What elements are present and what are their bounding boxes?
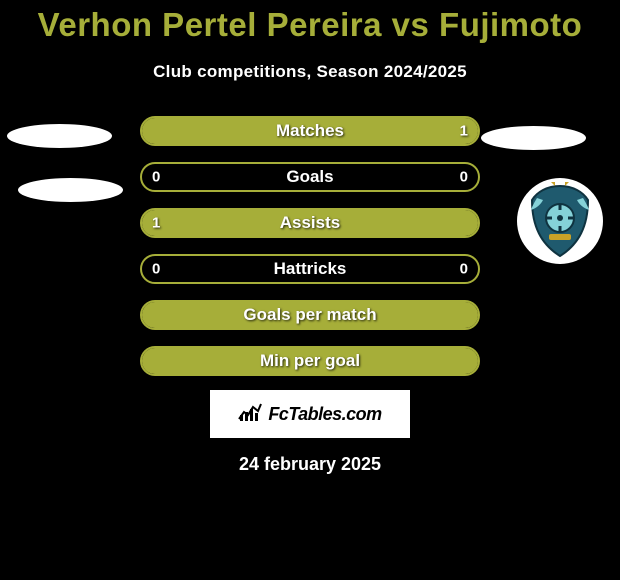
stat-value-left: 1 [152, 215, 160, 232]
subtitle: Club competitions, Season 2024/2025 [153, 62, 467, 82]
fctables-logo: FcTables.com [210, 390, 410, 438]
stat-row: Goals per match [140, 300, 480, 330]
player2-club-crest [517, 178, 603, 264]
stat-value-left: 0 [152, 261, 160, 278]
stat-label: Hattricks [274, 259, 347, 279]
page-title: Verhon Pertel Pereira vs Fujimoto [38, 6, 583, 44]
stat-label: Min per goal [260, 351, 360, 371]
player2-photo-placeholder [481, 126, 586, 150]
stat-value-right: 1 [460, 123, 468, 140]
stat-row: 0 Goals 0 [140, 162, 480, 192]
stat-label: Goals per match [243, 305, 376, 325]
stat-row: 0 Hattricks 0 [140, 254, 480, 284]
stat-row: Min per goal [140, 346, 480, 376]
player1-photo-placeholder [7, 124, 112, 148]
logo-text: FcTables.com [268, 404, 381, 425]
chart-icon [238, 402, 262, 427]
stat-value-right: 0 [460, 169, 468, 186]
stat-value-left: 0 [152, 169, 160, 186]
stat-label: Matches [276, 121, 344, 141]
stat-value-right: 0 [460, 261, 468, 278]
player1-club-placeholder [18, 178, 123, 202]
comparison-card: Verhon Pertel Pereira vs Fujimoto Club c… [0, 0, 620, 475]
stat-label: Goals [286, 167, 333, 187]
date-text: 24 february 2025 [239, 454, 381, 475]
stat-row: 1 Assists [140, 208, 480, 238]
stat-row: Matches 1 [140, 116, 480, 146]
stat-label: Assists [280, 213, 340, 233]
